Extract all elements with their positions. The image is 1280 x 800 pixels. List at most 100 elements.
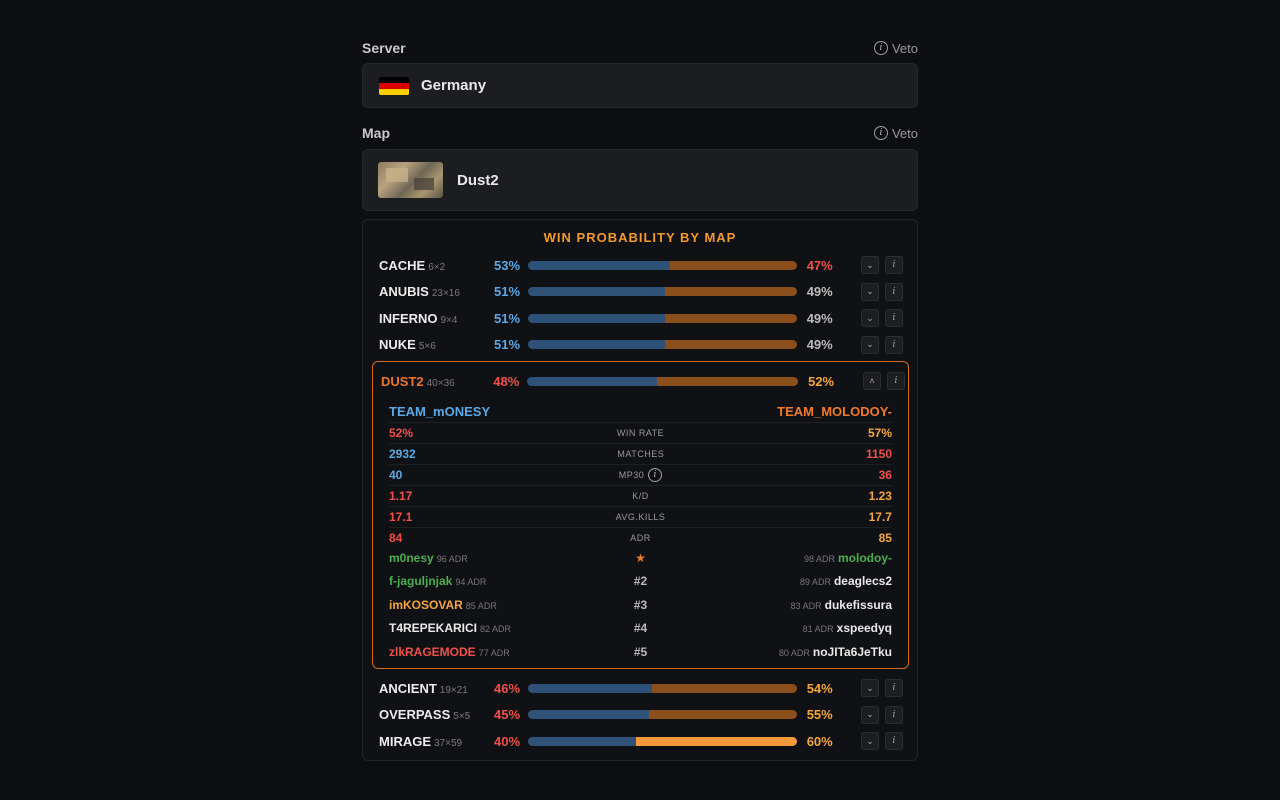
right-percent: 49% [806,284,833,299]
info-button[interactable]: i [885,679,903,697]
right-player[interactable]: 81 ADR xspeedyq [802,621,892,636]
stat-label: MATCHES [617,449,665,459]
expand-button[interactable]: ⌄ [861,705,879,724]
info-button[interactable]: i [885,282,903,301]
collapse-button[interactable]: ˄ [863,372,881,390]
stat-right-value: 1150 [865,447,892,461]
map-row-ancient[interactable]: ANCIENT 19×21 46% 54% ⌄ i [379,677,903,699]
left-percent: 51% [494,284,521,299]
probability-bar [528,313,797,323]
map-row-overpass[interactable]: OVERPASS 5×5 45% 55% ⌄ i [379,704,903,726]
panel-title: WIN PROBABILITY BY MAP [543,230,737,245]
map-row-inferno[interactable]: INFERNO 9×4 51% 49% ⌄ i [379,307,903,329]
right-percent: 49% [806,337,833,352]
left-percent: 48% [493,373,520,389]
left-player[interactable]: m0nesy 96 ADR [389,550,468,565]
left-percent: 53% [494,257,521,273]
stat-label: MP30 i [619,468,663,482]
expand-button[interactable]: ⌄ [861,256,879,274]
stat-label: ADR [630,533,651,543]
map-name: ANUBIS 23×16 [379,284,460,299]
expand-button[interactable]: ⌄ [861,309,879,327]
map-name: CACHE 6×2 [379,257,446,273]
server-veto-link[interactable]: i Veto [873,40,918,56]
map-row-mirage[interactable]: MIRAGE 37×59 40% 60% ⌄ i [379,730,903,752]
map-thumbnail [378,162,443,198]
left-player[interactable]: f-jaguljnjak 94 ADR [389,574,487,589]
expanded-map-card: DUST2 40×36 48% 52% ˄ i TEAM_mONESY TEAM_… [372,361,909,669]
server-label: Server [362,40,406,56]
player-rank: #2 [633,574,648,589]
map-row-dust2[interactable]: DUST2 40×36 48% 52% ˄ i [381,370,905,392]
right-player[interactable]: 80 ADR noJITa6JeTku [778,644,892,659]
expand-button[interactable]: ⌄ [861,335,879,354]
probability-bar [528,683,797,693]
info-button[interactable]: i [887,372,905,390]
right-player[interactable]: 89 ADR deaglecs2 [799,574,892,589]
map-name: ANCIENT 19×21 [379,680,468,696]
info-button[interactable]: i [885,256,903,274]
stat-label: WIN RATE [616,428,665,438]
info-button[interactable]: i [885,335,903,354]
info-icon[interactable]: i [648,468,663,482]
player-row: imKOSOVAR 85 ADR #3 83 ADR dukefissura [389,593,892,617]
player-rank: #5 [633,644,648,659]
map-name: INFERNO 9×4 [379,310,458,326]
stat-left-value: 40 [389,468,403,482]
player-rank: #4 [633,621,648,636]
expand-button[interactable]: ⌄ [861,282,879,301]
right-percent: 55% [806,707,833,722]
player-row: f-jaguljnjak 94 ADR #2 89 ADR deaglecs2 [389,570,892,594]
stat-right-value: 17.7 [868,510,892,524]
map-row-nuke[interactable]: NUKE 5×6 51% 49% ⌄ i [379,334,903,356]
left-player[interactable]: zlkRAGEMODE 77 ADR [389,644,510,659]
server-select[interactable]: Germany [362,63,918,108]
map-value: Dust2 [457,171,499,189]
right-player[interactable]: 83 ADR dukefissura [790,597,892,612]
left-player[interactable]: imKOSOVAR 85 ADR [389,597,497,612]
map-name: MIRAGE 37×59 [379,733,463,749]
stat-left-value: 1.17 [389,489,413,503]
info-icon: i [873,126,888,140]
map-name: OVERPASS 5×5 [379,707,471,722]
right-player[interactable]: 98 ADR molodoy- [803,550,892,565]
win-probability-panel: WIN PROBABILITY BY MAP CACHE 6×2 53% 47% ⌄ i A… [362,219,918,761]
settings-area: Server i Veto Germany Map i Veto Dust2 [362,38,918,211]
team-left-name: TEAM_mONESY [389,404,491,419]
stat-left-value: 2932 [389,447,416,461]
stat-right-value: 36 [878,468,892,482]
stat-label: K/D [632,491,649,501]
stat-right-value: 57% [867,426,892,440]
probability-bar [528,260,797,270]
info-button[interactable]: i [885,309,903,327]
player-row: zlkRAGEMODE 77 ADR #5 80 ADR noJITa6JeTku [389,640,892,664]
right-percent: 52% [808,373,835,389]
map-header: Map i Veto [362,123,918,143]
expand-button[interactable]: ⌄ [861,732,879,750]
stat-right-value: 1.23 [868,489,892,503]
stat-right-value: 85 [878,531,892,545]
stat-row-matches: 2932 MATCHES 1150 [389,443,892,464]
left-percent: 45% [494,707,521,722]
map-name: DUST2 40×36 [381,373,455,389]
right-percent: 60% [806,733,833,749]
stat-label: AVG.KILLS [615,512,666,522]
left-percent: 51% [494,337,521,352]
veto-label: Veto [891,40,918,56]
map-row-anubis[interactable]: ANUBIS 23×16 51% 49% ⌄ i [379,281,903,303]
map-label: Map [362,125,390,141]
map-name: NUKE 5×6 [379,337,436,352]
expand-button[interactable]: ⌄ [861,679,879,697]
stat-row-mp30: 40 MP30 i 36 [389,464,892,485]
left-percent: 46% [494,680,521,696]
info-icon: i [873,41,888,55]
map-veto-link[interactable]: i Veto [873,126,918,141]
info-button[interactable]: i [885,705,903,724]
player-rank: #3 [633,597,648,612]
info-button[interactable]: i [885,732,903,750]
map-row-cache[interactable]: CACHE 6×2 53% 47% ⌄ i [379,254,903,276]
map-select[interactable]: Dust2 [362,149,918,211]
players-table: m0nesy 96 ADR ★ 98 ADR molodoy-f-jaguljnjak 9… [389,546,892,664]
stat-row-avg-kills: 17.1 AVG.KILLS 17.7 [389,506,892,527]
left-player[interactable]: T4REPEKARICI 82 ADR [389,621,512,636]
